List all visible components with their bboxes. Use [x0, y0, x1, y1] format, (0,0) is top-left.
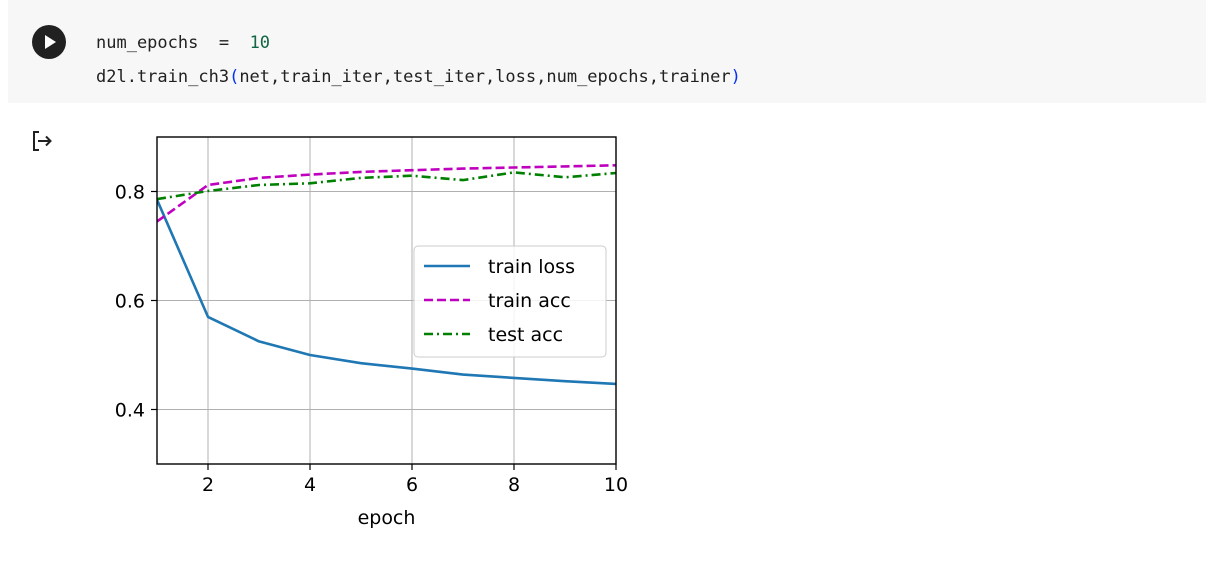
series-line-train-loss	[157, 199, 616, 386]
series-line-test-acc	[157, 171, 616, 201]
code-token: num_epochs	[96, 33, 219, 53]
legend-box	[413, 245, 607, 358]
x-tick-label: 6	[406, 474, 418, 496]
legend-label: train loss	[488, 256, 575, 278]
code-token: )	[730, 67, 741, 87]
code-line: num_epochs = 10	[96, 26, 741, 60]
y-tick-label: 0.4	[115, 400, 145, 422]
x-tick-label: 10	[604, 474, 628, 496]
code-token: net,train_iter,test_iter,loss,num_epochs…	[239, 67, 731, 87]
code-token: d2l.train_ch3	[96, 67, 230, 87]
chart-legend: train loss train acc test acc	[413, 245, 607, 358]
x-axis-label: epoch	[358, 507, 416, 529]
series-line-train-acc	[157, 164, 616, 223]
code-line: d2l.train_ch3(net,train_iter,test_iter,l…	[96, 60, 741, 94]
x-tick-label: 4	[304, 474, 316, 496]
output-redirect-icon[interactable]	[30, 128, 56, 154]
legend-label: train acc	[488, 290, 571, 312]
x-tick-label: 8	[508, 474, 520, 496]
y-tick-label: 0.6	[115, 291, 145, 313]
run-button[interactable]	[32, 25, 66, 59]
code-cell[interactable]: num_epochs = 10 d2l.train_ch3(net,train_i…	[8, 0, 1206, 103]
legend-label: test acc	[488, 324, 563, 346]
code-token: 10	[249, 33, 271, 53]
play-icon	[45, 35, 56, 49]
code-token	[229, 33, 249, 53]
code-editor[interactable]: num_epochs = 10 d2l.train_ch3(net,train_i…	[96, 26, 741, 94]
code-token: =	[218, 33, 230, 53]
code-token: (	[229, 67, 240, 87]
x-tick-label: 2	[202, 474, 214, 496]
y-tick-label: 0.8	[115, 182, 145, 204]
